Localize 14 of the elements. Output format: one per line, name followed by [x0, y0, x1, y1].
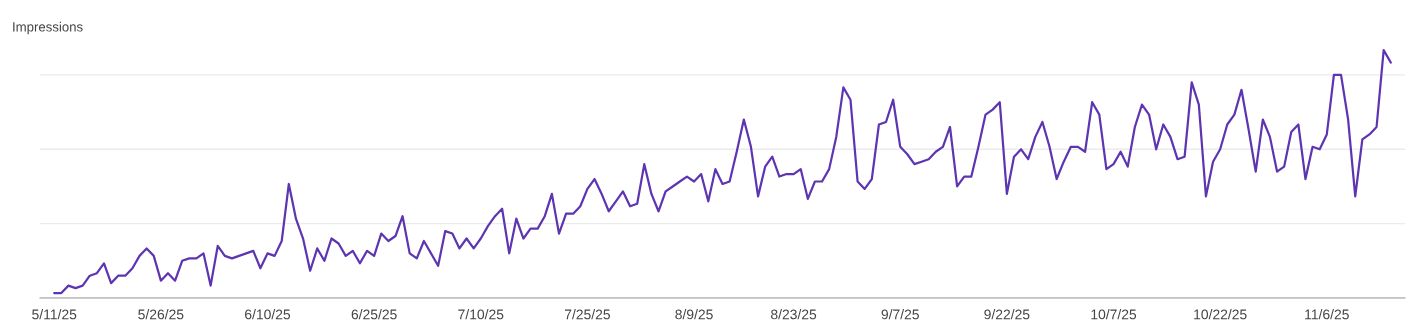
x-tick-label: 8/23/25	[771, 309, 817, 320]
x-tick-label: 6/25/25	[351, 309, 397, 320]
x-tick-label: 6/10/25	[245, 309, 291, 320]
x-tick-label: 5/26/25	[138, 309, 184, 320]
x-tick-label: 11/6/25	[1305, 309, 1349, 320]
x-tick-label: 7/25/25	[564, 309, 611, 320]
x-tick-label: 10/7/25	[1091, 309, 1137, 320]
y-axis-title: Impressions	[13, 21, 83, 35]
x-tick-label: 8/9/25	[675, 309, 713, 320]
x-tick-label: 5/11/25	[32, 309, 77, 320]
x-tick-label: 9/22/25	[984, 309, 1030, 320]
x-tick-label: 10/22/25	[1194, 309, 1247, 320]
x-tick-label: 7/10/25	[458, 309, 504, 320]
x-tick-label: 9/7/25	[881, 309, 919, 320]
